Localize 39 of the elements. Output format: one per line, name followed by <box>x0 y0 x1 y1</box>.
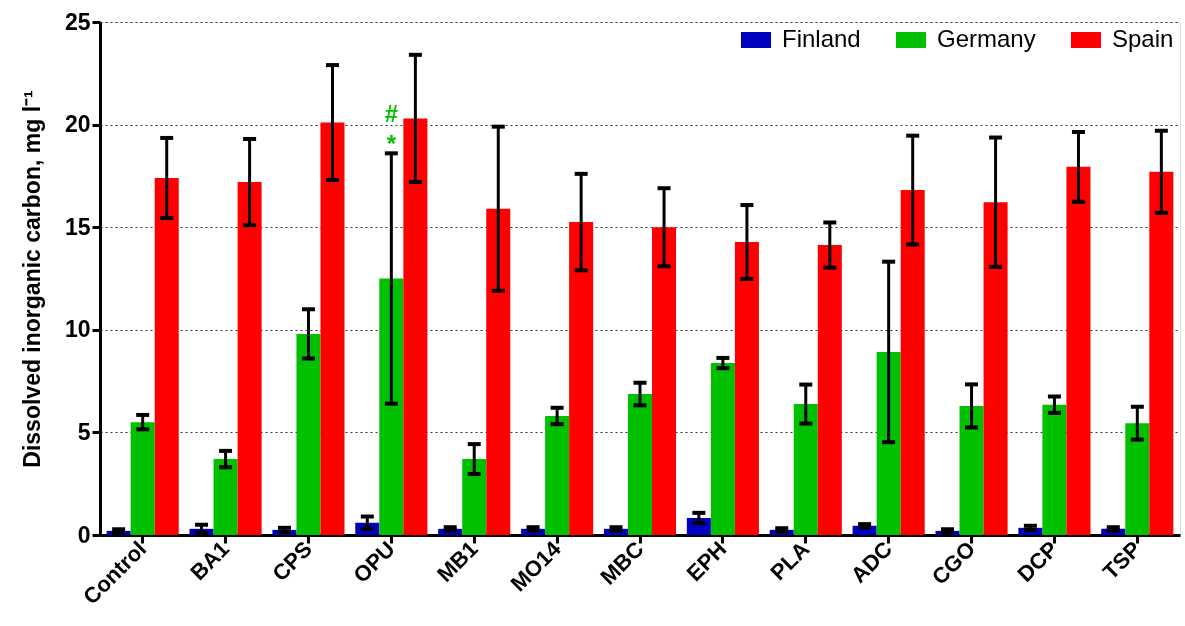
bar <box>900 190 925 535</box>
legend-label: Finland <box>782 25 861 52</box>
bar <box>154 177 179 535</box>
bar <box>569 222 594 535</box>
bar <box>876 351 901 535</box>
bar <box>983 202 1008 535</box>
bar <box>710 363 735 535</box>
bar <box>296 333 321 535</box>
bar <box>403 118 428 535</box>
y-tick-label: 20 <box>64 111 91 138</box>
bar <box>486 208 511 535</box>
bar <box>462 459 487 535</box>
bar <box>320 122 345 535</box>
x-tick-label: TSP <box>1097 536 1146 585</box>
y-tick-label: 25 <box>64 8 91 35</box>
bar <box>1125 423 1150 535</box>
y-tick-label: 10 <box>64 316 91 343</box>
bar <box>213 459 238 535</box>
bar <box>1066 166 1091 535</box>
bar <box>1042 404 1067 535</box>
x-tick-label: PLA <box>765 536 815 586</box>
bar <box>652 227 677 535</box>
bar <box>734 241 759 535</box>
bar <box>545 415 570 535</box>
bar <box>959 405 984 535</box>
y-tick-label: 15 <box>64 213 91 240</box>
bar <box>1149 171 1174 535</box>
bar <box>817 245 842 535</box>
bar <box>130 422 155 535</box>
bar <box>793 404 818 535</box>
bar <box>379 278 404 535</box>
annotation: # <box>384 100 399 128</box>
bar <box>237 182 262 535</box>
legend-label: Germany <box>937 25 1036 52</box>
y-tick-label: 5 <box>77 418 91 445</box>
bar <box>627 394 653 535</box>
legend-label: Spain <box>1112 25 1174 52</box>
y-axis-title: Dissolved inorganic carbon, mg l⁻¹ <box>18 90 45 468</box>
annotation: * <box>386 130 397 158</box>
